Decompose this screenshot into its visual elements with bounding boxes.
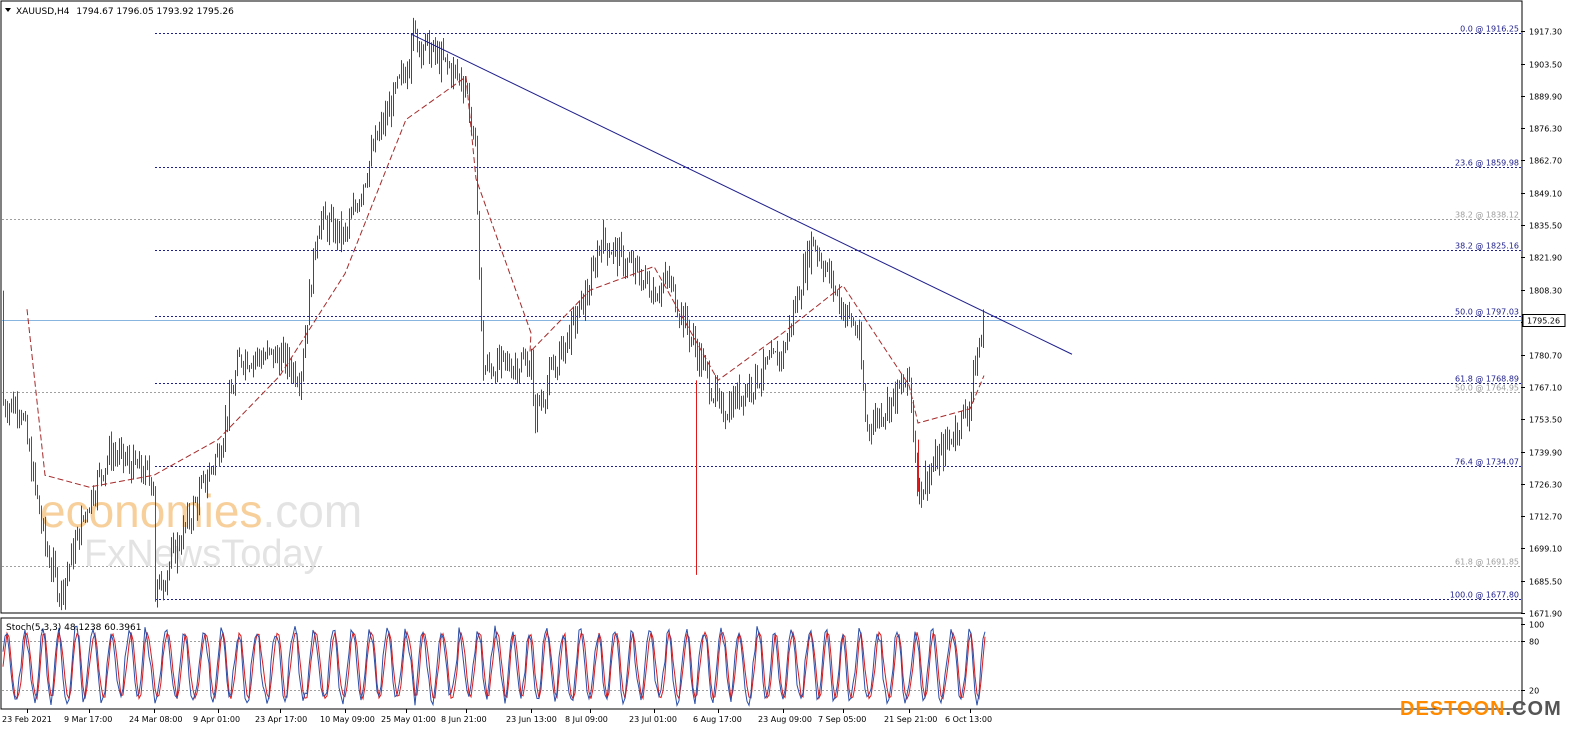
svg-text:DESTOON.COM: DESTOON.COM <box>1400 698 1562 720</box>
y-tick-label: 1889.90 <box>1529 93 1562 102</box>
x-tick-label: 23 Jun 13:00 <box>506 715 557 724</box>
x-tick-label: 8 Jul 09:00 <box>565 715 608 724</box>
stochastic-oscillator: 100 80 20 <box>2 621 1544 708</box>
price-badge-box <box>1522 314 1566 327</box>
x-tick-label: 24 Mar 08:00 <box>129 715 182 724</box>
x-tick-label: 23 Aug 09:00 <box>758 715 812 724</box>
dropdown-triangle-icon[interactable] <box>5 8 11 12</box>
fib-level-label: 76.4 @ 1734.07 <box>1455 458 1519 467</box>
brand-text: DESTOON <box>1400 698 1506 720</box>
y-tick-label: 1821.90 <box>1529 254 1562 263</box>
fib-level-label: 23.6 @ 1859.98 <box>1455 159 1519 168</box>
brand-suffix: .COM <box>1506 698 1562 720</box>
y-tick-label: 1917.30 <box>1529 28 1562 37</box>
fib-level-label: 100.0 @ 1677.80 <box>1450 591 1519 600</box>
header-symbol: XAUUSD,H4 <box>16 7 70 17</box>
main-pane-frame <box>0 0 1523 614</box>
svg-text:economies.com: economies.com <box>40 485 362 537</box>
stoch-y-tick-label: 100 <box>1529 621 1544 630</box>
watermark-line1-b: .com <box>262 485 362 537</box>
y-tick-label: 1903.50 <box>1529 61 1562 70</box>
stoch-main-line <box>2 625 986 708</box>
time-axis: 23 Feb 2021 9 Mar 17:00 24 Mar 08:00 9 Apr … <box>2 709 992 724</box>
resistance-trendline <box>410 33 1073 355</box>
y-tick-label: 1753.50 <box>1529 416 1562 425</box>
moving-average-line <box>26 75 985 488</box>
svg-text:XAUUSD,H4 1794.67 1796.0: XAUUSD,H4 1794.67 1796.05 1793.92 1795.2… <box>16 7 234 17</box>
y-tick-label: 1767.10 <box>1529 384 1562 393</box>
y-tick-label: 1780.70 <box>1529 352 1562 361</box>
x-tick-label: 8 Jun 21:00 <box>441 715 487 724</box>
x-tick-label: 10 May 09:00 <box>320 715 375 724</box>
y-tick-label: 1862.70 <box>1529 157 1562 166</box>
fib-level-label: 50.0 @ 1797.03 <box>1455 308 1519 317</box>
header-ohlc: 1794.67 1796.05 1793.92 1795.26 <box>76 7 234 17</box>
fib-level-label: 38.2 @ 1825.16 <box>1455 242 1519 251</box>
stoch-signal-line <box>2 630 986 701</box>
y-tick-label: 1739.90 <box>1529 449 1562 458</box>
y-tick-label: 1835.50 <box>1529 222 1562 231</box>
y-tick-label: 1726.30 <box>1529 481 1562 490</box>
x-tick-label: 25 May 01:00 <box>381 715 436 724</box>
y-tick-label: 1685.50 <box>1529 578 1562 587</box>
x-tick-label: 23 Apr 17:00 <box>255 715 307 724</box>
fib-level-label: 61.8 @ 1691.85 <box>1455 558 1519 567</box>
x-tick-label: 23 Jul 01:00 <box>629 715 677 724</box>
x-tick-label: 6 Aug 17:00 <box>693 715 742 724</box>
x-tick-label: 9 Mar 17:00 <box>64 715 112 724</box>
x-tick-label: 6 Oct 13:00 <box>945 715 992 724</box>
stoch-y-tick-label: 20 <box>1529 687 1539 696</box>
fibonacci-levels: 0.0 @ 1916.25 23.6 @ 1859.98 38.2 @ 1838.1… <box>2 25 1521 600</box>
x-tick-label: 7 Sep 05:00 <box>818 715 866 724</box>
watermark-line2: FxNewsToday <box>84 533 323 575</box>
y-tick-label: 1849.10 <box>1529 190 1562 199</box>
fib-level-label: 0.0 @ 1916.25 <box>1460 25 1519 34</box>
y-tick-label: 1699.10 <box>1529 545 1562 554</box>
current-price-badge: 1795.26 <box>1522 314 1566 327</box>
fib-level-label: 38.2 @ 1838.12 <box>1455 211 1519 220</box>
fib-level-label: 50.0 @ 1764.95 <box>1455 384 1519 393</box>
chart-header: XAUUSD,H4 1794.67 1796.05 1793.92 1795.2… <box>5 7 234 17</box>
price-badge-value: 1795.26 <box>1527 317 1560 326</box>
stoch-y-tick-label: 80 <box>1529 638 1539 647</box>
watermark: economies.com FxNewsToday <box>40 485 362 575</box>
stoch-label: Stoch(5,3,3) 48.1238 60.3961 <box>6 623 141 633</box>
y-tick-label: 1712.70 <box>1529 513 1562 522</box>
fib-level-label: 61.8 @ 1768.89 <box>1455 375 1519 384</box>
y-tick-label: 1876.30 <box>1529 125 1562 134</box>
y-tick-label: 1671.90 <box>1529 610 1562 619</box>
candles <box>3 17 984 611</box>
brand-logo: DESTOON.COM <box>1400 698 1562 720</box>
x-tick-label: 9 Apr 01:00 <box>193 715 240 724</box>
x-tick-label: 21 Sep 21:00 <box>884 715 937 724</box>
y-tick-label: 1808.30 <box>1529 287 1562 296</box>
x-tick-label: 23 Feb 2021 <box>2 715 52 724</box>
price-axis: 1917.30 1903.50 1889.90 1876.30 1862.70 1849.… <box>1521 28 1562 619</box>
stoch-pane-frame <box>0 617 1523 710</box>
